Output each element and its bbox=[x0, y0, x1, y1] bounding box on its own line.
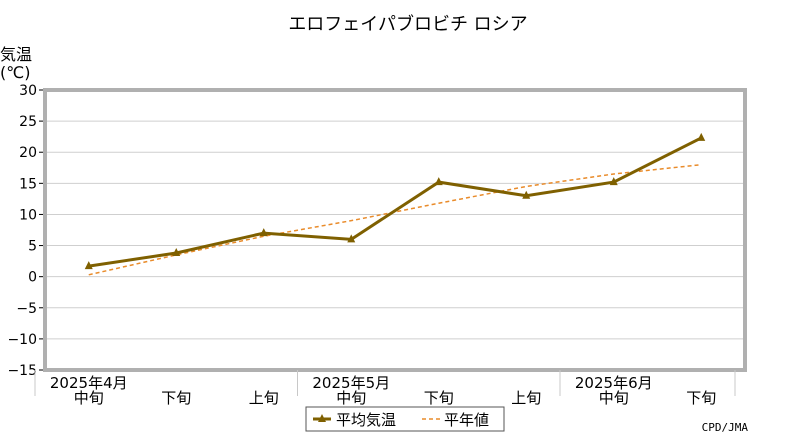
data-point-marker bbox=[697, 132, 706, 141]
x-tick-label: 上旬 bbox=[511, 389, 541, 407]
y-tick-label: 0 bbox=[28, 270, 37, 286]
x-tick-labels: 中旬 下旬 上旬 中旬 下旬 上旬 中旬 下旬 2025年4月 2025年5月 2025年6月 bbox=[34, 370, 736, 407]
x-tick-label: 中旬 bbox=[336, 389, 366, 407]
month-label: 2025年4月 bbox=[50, 374, 128, 392]
y-tick-label: 20 bbox=[19, 145, 37, 161]
y-tick-label: −5 bbox=[16, 301, 37, 317]
plot-frame bbox=[43, 88, 747, 372]
grid-lines bbox=[39, 89, 743, 371]
y-tick-label: 15 bbox=[19, 176, 37, 192]
x-tick-label: 上旬 bbox=[249, 389, 279, 407]
data-point-marker bbox=[259, 228, 268, 237]
y-tick-label: −15 bbox=[7, 363, 37, 379]
legend-label-mean: 平均気温 bbox=[336, 411, 396, 429]
x-tick-label: 中旬 bbox=[599, 389, 629, 407]
data-point-marker bbox=[434, 177, 443, 186]
legend-marker-mean bbox=[318, 414, 326, 422]
data-point-marker bbox=[522, 190, 531, 199]
y-axis-label: 気温 bbox=[0, 45, 32, 64]
x-tick-label: 中旬 bbox=[74, 389, 104, 407]
month-label: 2025年5月 bbox=[312, 374, 390, 392]
y-axis-unit: (℃) bbox=[0, 63, 30, 82]
data-point-marker bbox=[84, 261, 93, 270]
y-tick-label: 5 bbox=[28, 239, 37, 255]
chart-title: エロフェイパブロビチ ロシア bbox=[288, 13, 527, 35]
plot-border bbox=[43, 88, 747, 372]
mean-temperature-line bbox=[88, 136, 702, 268]
x-tick-label: 下旬 bbox=[424, 389, 454, 407]
legend-box bbox=[305, 406, 505, 432]
data-point-marker bbox=[172, 248, 181, 257]
source-credit: CPD/JMA bbox=[702, 421, 749, 434]
x-tick-label: 下旬 bbox=[161, 389, 191, 407]
y-tick-label: −10 bbox=[7, 332, 37, 348]
x-tick-label: 下旬 bbox=[686, 389, 716, 407]
data-point-marker bbox=[347, 234, 356, 243]
y-tick-label: 30 bbox=[19, 83, 37, 99]
normal-value-line bbox=[88, 163, 702, 276]
y-tick-label: 25 bbox=[19, 114, 37, 130]
series-lines bbox=[84, 132, 706, 276]
y-tick-label: 10 bbox=[19, 207, 37, 223]
legend: 平均気温 平年値 bbox=[305, 406, 505, 432]
month-label: 2025年6月 bbox=[575, 374, 653, 392]
legend-label-normal: 平年値 bbox=[444, 411, 489, 429]
data-point-marker bbox=[609, 177, 618, 186]
y-tick-labels: 30 25 20 15 10 5 0 −5 −10 −15 bbox=[7, 83, 37, 379]
